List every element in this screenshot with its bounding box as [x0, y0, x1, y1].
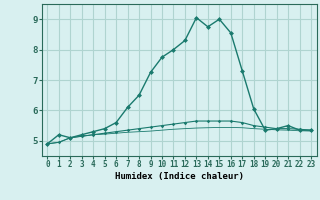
X-axis label: Humidex (Indice chaleur): Humidex (Indice chaleur): [115, 172, 244, 181]
